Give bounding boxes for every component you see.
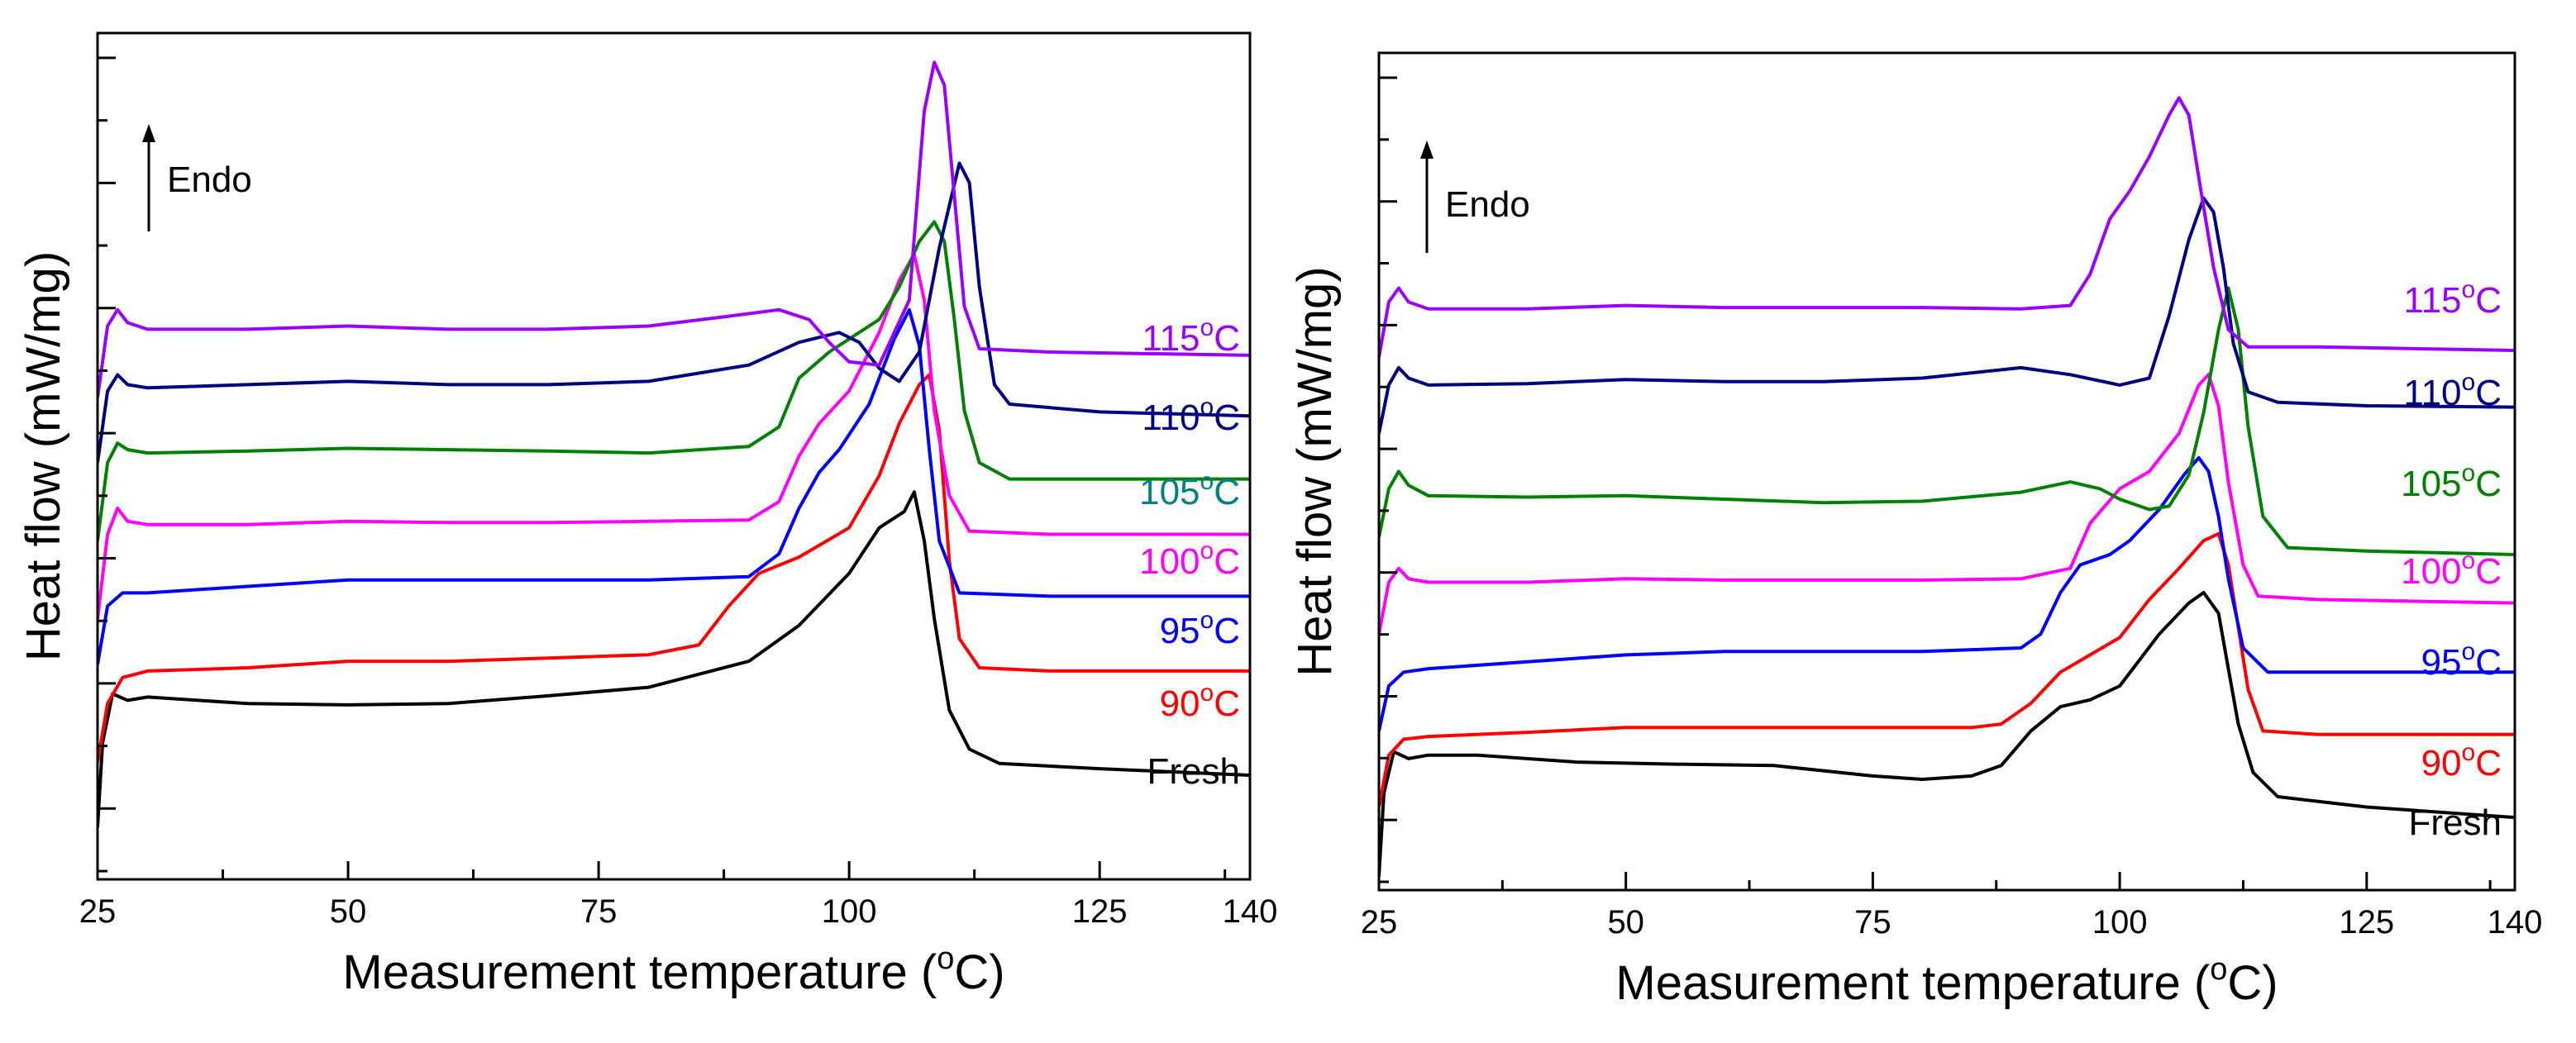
x-tick-label: 25 <box>1361 904 1398 941</box>
series-label-105c: 105oC <box>2401 460 2502 504</box>
series-label-90c: 90oC <box>1160 679 1240 724</box>
x-tick-label: 25 <box>79 893 117 930</box>
series-label-115c: 115oC <box>1142 314 1240 359</box>
x-tick-label: 50 <box>1607 904 1644 941</box>
endo-label: Endo <box>1445 184 1530 225</box>
series-line-95c <box>1379 455 2515 731</box>
x-axis: 25 50 75 100 125 140 <box>1361 872 2543 941</box>
series-label-110c: 110oC <box>1142 393 1240 438</box>
series-label-100c: 100oC <box>1139 537 1240 582</box>
x-tick-label: 100 <box>2092 904 2148 941</box>
x-tick-label: 125 <box>1072 893 1128 930</box>
right-panel: 25 50 75 100 125 140 Measurement temperature (… <box>1288 51 2543 1010</box>
endo-arrow-head-icon <box>1420 140 1433 159</box>
y-axis-title: Heat flow (mW/mg) <box>1288 266 1342 676</box>
x-tick-label: 140 <box>2488 904 2543 941</box>
series-label-fresh: Fresh <box>1147 751 1240 792</box>
x-tick-label: 75 <box>1854 904 1891 941</box>
x-tick-label: 50 <box>330 893 367 930</box>
series-label-95c: 95oC <box>2421 638 2502 683</box>
series-labels: Fresh 90oC 95oC 100oC 105oC 110oC 115oC <box>1139 314 1240 792</box>
series-line-115c <box>1379 96 2515 358</box>
series-label-95c: 95oC <box>1160 607 1240 651</box>
series-label-100c: 100oC <box>2401 547 2502 592</box>
series-line-110c <box>98 161 1250 464</box>
x-axis-title: Measurement temperature (oC) <box>1615 952 2278 1010</box>
series-label-105c: 105oC <box>1139 468 1240 512</box>
left-panel: 25 50 75 100 125 140 Measurement temperature (… <box>17 31 1278 999</box>
series-label-fresh: Fresh <box>2409 802 2502 843</box>
series-line-fresh <box>98 490 1250 828</box>
series-labels: Fresh 90oC 95oC 100oC 105oC 110oC 115oC <box>2401 276 2502 843</box>
x-tick-label: 125 <box>2339 904 2394 941</box>
x-tick-label: 140 <box>1223 893 1278 930</box>
endo-arrow-head-icon <box>142 124 155 142</box>
plot-frame <box>96 31 1252 881</box>
series-line-fresh <box>1379 591 2515 877</box>
x-tick-label: 75 <box>580 893 618 930</box>
series-line-115c <box>98 60 1250 398</box>
curves <box>98 60 1250 828</box>
x-axis-title: Measurement temperature (oC) <box>342 941 1004 999</box>
series-line-110c <box>1379 196 2515 434</box>
series-line-105c <box>1379 286 2515 556</box>
curves <box>1379 96 2515 877</box>
series-label-115c: 115oC <box>2403 276 2502 321</box>
y-axis <box>98 56 116 873</box>
series-label-90c: 90oC <box>2421 739 2502 783</box>
x-tick-label: 100 <box>822 893 877 930</box>
y-axis-title: Heat flow (mW/mg) <box>17 251 70 661</box>
series-line-90c <box>1379 531 2515 807</box>
y-axis <box>1379 76 1397 883</box>
series-line-100c <box>1379 373 2515 635</box>
endo-label: Endo <box>167 160 252 200</box>
series-label-110c: 110oC <box>2403 369 2502 413</box>
x-axis: 25 50 75 100 125 140 <box>79 861 1278 930</box>
endo-annotation: Endo <box>142 124 252 231</box>
series-line-95c <box>98 307 1250 665</box>
series-line-105c <box>98 220 1250 541</box>
endo-annotation: Endo <box>1420 140 1530 253</box>
plot-frame <box>1377 51 2516 892</box>
series-line-100c <box>98 252 1250 620</box>
